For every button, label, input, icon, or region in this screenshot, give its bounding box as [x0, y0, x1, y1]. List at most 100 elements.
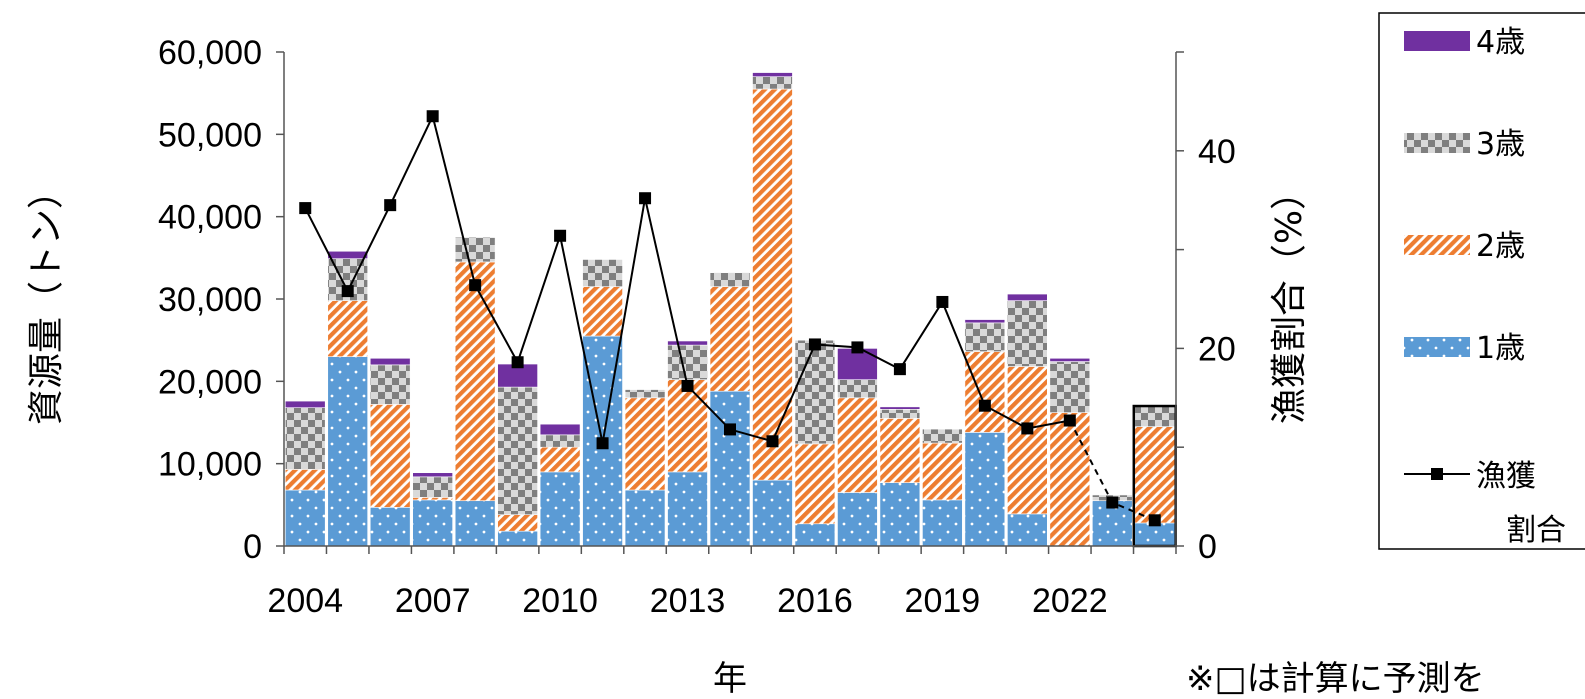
bar-2020-age1 — [964, 432, 1006, 547]
bar-2009-age2 — [497, 514, 538, 532]
y-tick-label: 10,000 — [158, 446, 262, 484]
y-tick-label: 60,000 — [158, 34, 262, 72]
bar-2004-age1 — [284, 489, 326, 547]
ratio-marker-2020 — [978, 399, 991, 412]
bar-2024-age1 — [1134, 522, 1176, 547]
bar-2006-age1 — [369, 506, 411, 547]
ratio-marker-2004 — [299, 202, 312, 215]
bar-2004-age2 — [284, 469, 326, 491]
x-tick-label: 2016 — [777, 582, 853, 620]
bar-2008-age1 — [454, 500, 496, 547]
bar-2012-age2 — [624, 397, 666, 491]
ratio-marker-2010 — [554, 229, 567, 242]
bar-2012-age1 — [624, 489, 666, 547]
legend-frame — [1378, 12, 1585, 550]
y-tick-label: 40,000 — [158, 199, 262, 237]
ratio-marker-2023 — [1106, 496, 1119, 509]
y-tick-label: 0 — [243, 528, 262, 566]
bar-2014-age2 — [709, 286, 751, 392]
bar-2014-age3 — [709, 272, 751, 287]
bar-2010-age2 — [539, 446, 581, 473]
bar-2013-age1 — [667, 471, 708, 547]
bar-2005-age4 — [327, 250, 368, 259]
legend-swatch-3 — [1404, 133, 1470, 153]
legend-line-marker — [1431, 468, 1443, 480]
ratio-marker-2021 — [1021, 422, 1034, 435]
ratio-marker-2022 — [1063, 414, 1076, 427]
bar-2011-age3 — [582, 259, 623, 287]
ratio-marker-2008 — [469, 279, 482, 292]
bar-2015-age3 — [752, 76, 793, 90]
bar-2020-age4 — [964, 319, 1006, 324]
bar-2016-age1 — [794, 523, 836, 547]
bar-2013-age4 — [667, 340, 708, 346]
bar-2019-age1 — [922, 499, 963, 547]
x-axis-title: 年 — [713, 659, 747, 699]
bar-2006-age3 — [369, 364, 411, 405]
bar-2016-age3 — [794, 339, 836, 445]
bar-2011-age2 — [582, 286, 623, 337]
y-tick-label: 30,000 — [158, 281, 262, 319]
bar-2018-age1 — [879, 482, 921, 547]
ratio-line-layer — [299, 110, 1161, 527]
ratio-marker-2016 — [808, 338, 821, 351]
bar-2015-age2 — [752, 88, 793, 481]
x-tick-label: 2022 — [1032, 582, 1108, 620]
bar-2024-age2 — [1134, 426, 1176, 524]
bar-2022-age4 — [1049, 357, 1091, 362]
ratio-marker-2017 — [851, 341, 864, 354]
bar-2021-age3 — [1007, 300, 1048, 367]
legend-line-label-1: 漁獲 — [1476, 459, 1536, 494]
bar-2019-age3 — [922, 428, 963, 444]
bar-2022-age3 — [1049, 361, 1091, 413]
bar-2022-age2 — [1049, 412, 1091, 547]
bar-2015-age4 — [752, 72, 793, 78]
bar-2017-age1 — [837, 492, 878, 547]
bars-layer — [284, 72, 1176, 547]
legend-swatch-4 — [1404, 31, 1470, 51]
bar-2007-age3 — [412, 476, 453, 498]
bar-2007-age2 — [412, 497, 453, 501]
ratio-marker-2012 — [639, 192, 652, 205]
ratio-marker-2005 — [341, 285, 354, 298]
bar-2007-age1 — [412, 499, 453, 547]
bar-2010-age4 — [539, 423, 581, 436]
bar-2005-age1 — [327, 356, 368, 547]
y-tick-label: 50,000 — [158, 116, 262, 154]
bar-2017-age3 — [837, 379, 878, 399]
bar-2019-age2 — [922, 442, 963, 501]
ratio-marker-2013 — [681, 379, 694, 392]
ratio-marker-2006 — [384, 199, 397, 212]
bar-2009-age3 — [497, 386, 538, 516]
legend-swatch-2 — [1404, 235, 1470, 255]
bar-2021-age1 — [1007, 513, 1048, 547]
legend-label-4: 4歳 — [1476, 25, 1525, 60]
ratio-marker-2024 — [1148, 514, 1161, 527]
y2-tick-label: 0 — [1198, 528, 1217, 566]
bar-2018-age3 — [879, 409, 921, 419]
legend: 4歳 3歳 2歳 1歳 漁獲 割合 — [1378, 12, 1585, 550]
bar-2006-age2 — [369, 404, 411, 508]
y2-axis-title: 漁獲割合（%） — [1269, 174, 1310, 424]
bar-2020-age2 — [964, 351, 1006, 433]
bar-2005-age2 — [327, 300, 368, 357]
footnote: ※□は計算に予測を — [1186, 659, 1485, 699]
bar-2013-age3 — [667, 344, 708, 380]
x-tick-label: 2004 — [267, 582, 343, 620]
legend-line-label-2: 割合 — [1506, 513, 1566, 548]
bar-2016-age2 — [794, 443, 836, 525]
ratio-marker-2019 — [936, 295, 949, 308]
x-tick-label: 2019 — [905, 582, 981, 620]
y-axis-title: 資源量（トン） — [26, 173, 67, 425]
bar-2017-age2 — [837, 397, 878, 493]
legend-swatch-1 — [1404, 337, 1470, 357]
bar-2007-age4 — [412, 472, 453, 478]
bar-2010-age1 — [539, 471, 581, 547]
ratio-marker-2007 — [426, 110, 439, 123]
legend-label-3: 3歳 — [1476, 127, 1525, 162]
ratio-marker-2011 — [596, 437, 609, 450]
axis-ticks: 010,00020,00030,00040,00050,00060,000020… — [158, 34, 1236, 620]
ratio-marker-2009 — [511, 356, 524, 369]
bar-2021-age2 — [1007, 366, 1048, 515]
